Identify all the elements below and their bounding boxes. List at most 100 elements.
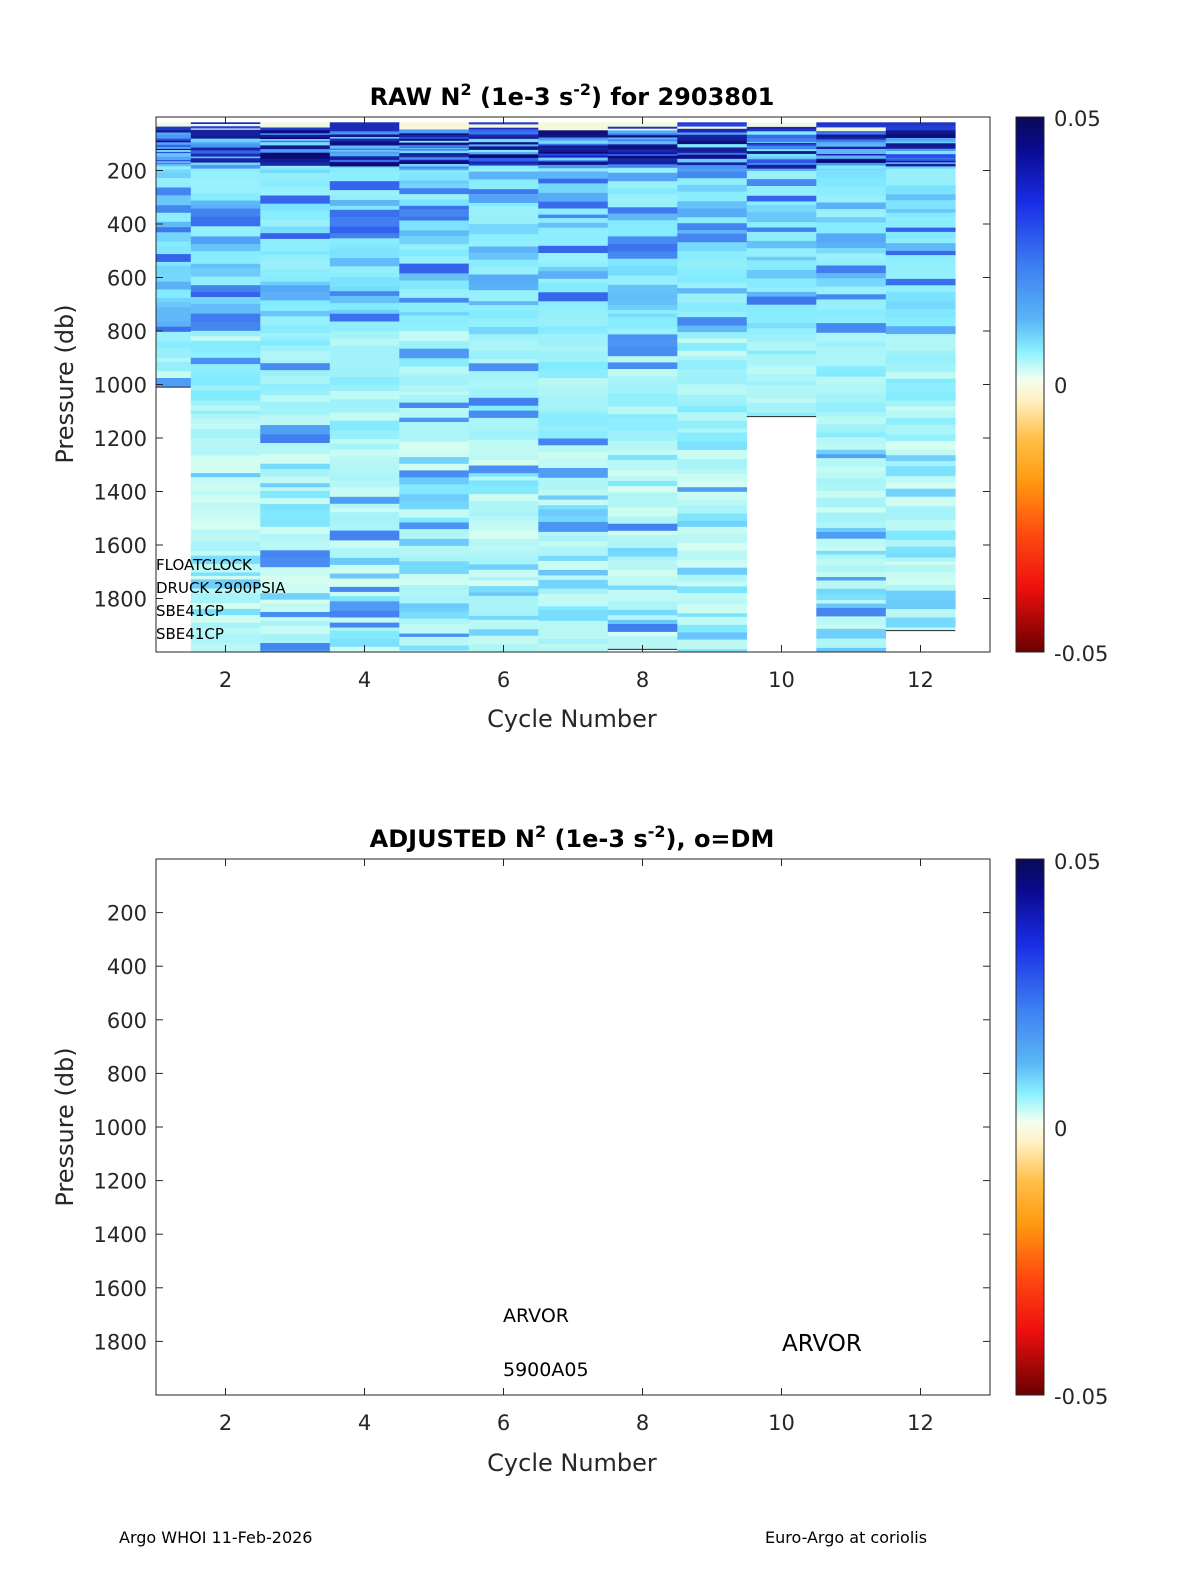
heatmap-cell [607, 310, 678, 314]
heatmap-cell [190, 138, 261, 143]
heatmap-cell [746, 350, 817, 355]
heatmap-cell [329, 150, 400, 152]
heatmap-cell [468, 569, 539, 578]
heatmap-cell [399, 280, 470, 290]
raw-xtick-label: 2 [219, 668, 232, 692]
heatmap-cell [677, 178, 748, 186]
heatmap-cell [468, 154, 539, 159]
heatmap-cell [190, 297, 261, 305]
heatmap-cell [468, 619, 539, 630]
heatmap-cell [746, 240, 817, 249]
heatmap-cell [260, 152, 331, 156]
heatmap-cell [468, 171, 539, 180]
heatmap-cell [468, 592, 539, 597]
heatmap-cell [468, 327, 539, 335]
heatmap-cell [607, 502, 678, 508]
heatmap-cell [746, 163, 817, 166]
heatmap-cell [399, 450, 470, 458]
heatmap-cell [399, 650, 470, 652]
heatmap-cell [538, 326, 609, 335]
heatmap-cell [156, 195, 192, 206]
raw-annotation-sbe41cp-1: SBE41CP [156, 602, 224, 620]
heatmap-cell [885, 627, 956, 631]
heatmap-cell [885, 122, 956, 126]
heatmap-cell [329, 131, 400, 133]
heatmap-cell [399, 633, 470, 638]
heatmap-cell [399, 148, 470, 150]
heatmap-cell [468, 431, 539, 441]
heatmap-cell [816, 154, 887, 156]
heatmap-cell [538, 262, 609, 268]
heatmap-cell [329, 151, 400, 154]
heatmap-cell [538, 301, 609, 307]
heatmap-cell [156, 162, 192, 165]
heatmap-cell [677, 139, 748, 142]
heatmap-cell [190, 424, 261, 430]
heatmap-cell [677, 428, 748, 433]
heatmap-cell [190, 555, 261, 565]
heatmap-cell [746, 256, 817, 261]
heatmap-cell [399, 205, 470, 210]
heatmap-cell [538, 153, 609, 156]
heatmap-cell [816, 142, 887, 144]
raw-ytick-label: 800 [107, 320, 147, 344]
heatmap-cell [329, 291, 400, 297]
heatmap-cell [816, 186, 887, 197]
raw-colorbar-tick-zero: 0 [1054, 374, 1067, 398]
heatmap-cell [260, 359, 331, 364]
heatmap-cell [260, 504, 331, 511]
heatmap-cell [156, 272, 192, 283]
heatmap-cell [156, 169, 192, 174]
heatmap-cell [329, 287, 400, 292]
heatmap-cell [746, 201, 817, 206]
heatmap-cell [468, 152, 539, 155]
heatmap-cell [816, 162, 887, 166]
raw-xlabel: Cycle Number [487, 705, 657, 733]
heatmap-cell [816, 125, 887, 128]
heatmap-cell [607, 523, 678, 532]
heatmap-cell [677, 242, 748, 252]
heatmap-cell [468, 473, 539, 477]
raw-xtick-label: 8 [636, 668, 649, 692]
heatmap-cell [468, 127, 539, 130]
heatmap-cell [329, 303, 400, 311]
heatmap-cell [156, 313, 192, 323]
heatmap-cell [538, 361, 609, 370]
heatmap-cell [190, 515, 261, 522]
heatmap-cell [607, 576, 678, 586]
heatmap-cell [746, 264, 817, 271]
heatmap-cell [816, 149, 887, 152]
heatmap-cell [468, 455, 539, 461]
heatmap-cell [746, 143, 817, 145]
heatmap-cell [399, 209, 470, 217]
heatmap-cell [190, 156, 261, 159]
adjusted-colorbar [1015, 858, 1045, 1396]
heatmap-cell [329, 137, 400, 139]
heatmap-cell [885, 326, 956, 335]
heatmap-cell [399, 555, 470, 562]
heatmap-cell [746, 212, 817, 223]
heatmap-cell [885, 243, 956, 252]
heatmap-cell [677, 487, 748, 493]
heatmap-cell [329, 171, 400, 182]
heatmap-cell [468, 577, 539, 581]
heatmap-cell [538, 489, 609, 496]
heatmap-cell [538, 575, 609, 581]
heatmap-cell [816, 195, 887, 203]
heatmap-cell [329, 217, 400, 228]
heatmap-cell [399, 150, 470, 154]
heatmap-cell [607, 313, 678, 318]
heatmap-cell [607, 149, 678, 153]
heatmap-cell [607, 547, 678, 553]
heatmap-cell [607, 141, 678, 145]
heatmap-cell [816, 369, 887, 378]
heatmap-cell [538, 452, 609, 459]
heatmap-cell [816, 458, 887, 468]
heatmap-cell [538, 337, 609, 346]
heatmap-cell [190, 321, 261, 332]
heatmap-cell [816, 490, 887, 498]
heatmap-cell [746, 222, 817, 228]
heatmap-cell [677, 157, 748, 160]
heatmap-cell [538, 137, 609, 141]
heatmap-cell [190, 603, 261, 610]
